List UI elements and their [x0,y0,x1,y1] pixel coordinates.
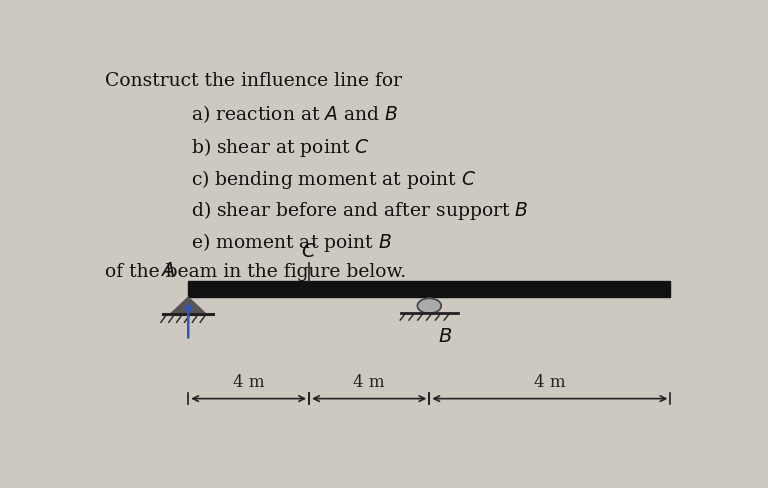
Text: b) shear at point $\mathit{C}$: b) shear at point $\mathit{C}$ [191,136,370,159]
Text: of the beam in the figure below.: of the beam in the figure below. [105,264,406,282]
Text: $C$: $C$ [301,243,317,261]
Text: d) shear before and after support $\mathit{B}$: d) shear before and after support $\math… [191,200,529,223]
Text: a) reaction at $\mathit{A}$ and $\mathit{B}$: a) reaction at $\mathit{A}$ and $\mathit… [191,103,399,125]
Text: e) moment at point $\mathit{B}$: e) moment at point $\mathit{B}$ [191,231,392,254]
Text: 4 m: 4 m [233,374,264,391]
Text: $B$: $B$ [439,327,452,346]
Polygon shape [170,297,206,314]
Text: $A$: $A$ [161,262,175,280]
Text: c) bending moment at point $\mathit{C}$: c) bending moment at point $\mathit{C}$ [191,167,476,190]
Bar [188,282,670,297]
Text: 4 m: 4 m [353,374,385,391]
Circle shape [418,298,441,313]
Text: 4 m: 4 m [534,374,566,391]
Text: Construct the influence line for: Construct the influence line for [105,72,402,90]
